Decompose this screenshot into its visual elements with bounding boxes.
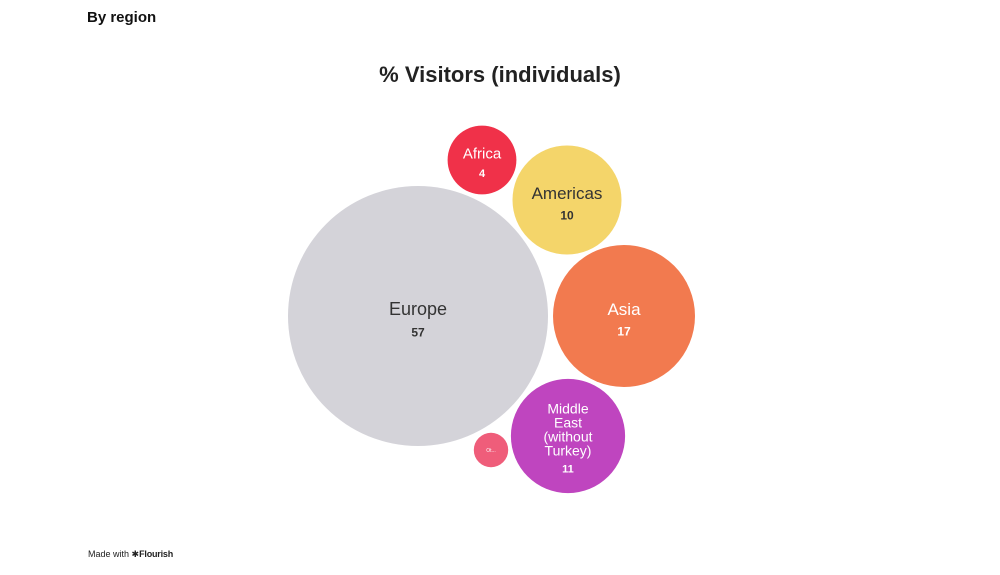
bubble-value-europe: 57: [411, 326, 425, 340]
bubble-other[interactable]: Ot...: [473, 432, 509, 468]
section-label: By region: [87, 9, 157, 26]
bubble-africa[interactable]: Africa 4: [447, 125, 517, 195]
bubble-value-asia: 17: [617, 324, 631, 338]
bubble-circle-other[interactable]: [473, 432, 509, 468]
made-with-label: Made with: [88, 549, 130, 559]
flourish-brand: Flourish: [139, 549, 173, 559]
bubble-circle-americas[interactable]: [512, 145, 622, 255]
bubble-label-africa: Africa: [463, 146, 502, 163]
bubble-circle-africa[interactable]: [447, 125, 517, 195]
bubble-value-africa: 4: [479, 168, 486, 180]
bubble-label-europe: Europe: [389, 299, 447, 319]
footer-attribution[interactable]: Made with ✱Flourish: [88, 549, 173, 560]
bubble-label-americas: Americas: [532, 184, 603, 203]
bubble-asia[interactable]: Asia 17: [553, 245, 695, 387]
bubble-circle-asia[interactable]: [553, 245, 695, 387]
bubble-label-other: Ot...: [486, 448, 495, 454]
bubble-circle-middle-east-without-turkey[interactable]: [510, 378, 626, 494]
bubble-label-asia: Asia: [607, 300, 641, 319]
bubble-europe[interactable]: Europe 57: [288, 186, 548, 446]
chart-title: % Visitors (individuals): [379, 62, 621, 87]
bubble-value-middle-east-without-turkey: 11: [562, 464, 574, 476]
bubble-americas[interactable]: Americas 10: [512, 145, 622, 255]
bubble-value-americas: 10: [560, 208, 574, 222]
bubble-label-middle-east-without-turkey: Middle East (without Turkey): [543, 400, 592, 458]
flourish-logo-icon: ✱: [131, 549, 140, 559]
bubble-middle-east-without-turkey[interactable]: Middle East (without Turkey) 11: [510, 378, 626, 494]
bubble-circle-europe[interactable]: [288, 186, 548, 446]
